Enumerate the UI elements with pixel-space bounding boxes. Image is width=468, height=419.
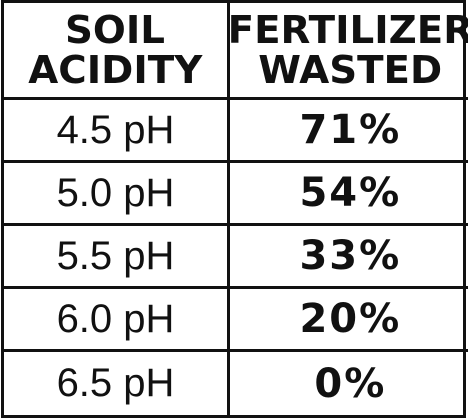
row-4-wasted: 20% — [230, 289, 468, 352]
header-fertilizer-wasted-line2: WASTED — [258, 48, 443, 92]
header-fertilizer-wasted: FERTILIZER WASTED — [227, 3, 468, 100]
row-1-acidity: 4.5 pH — [4, 100, 230, 163]
header-soil-acidity-line1: SOIL — [65, 8, 166, 52]
row-1-wasted: 71% — [230, 100, 468, 163]
row-5-acidity: 6.5 pH — [4, 352, 230, 415]
header-soil-acidity: SOIL ACIDITY — [4, 3, 230, 100]
row-5-wasted: 0% — [314, 360, 387, 407]
header-soil-acidity-line2: ACIDITY — [28, 48, 203, 92]
row-4-acidity: 6.0 pH — [4, 289, 230, 352]
row-3-acidity: 5.5 pH — [4, 226, 230, 289]
row-3-wasted: 33% — [230, 226, 468, 289]
header-fertilizer-wasted-line1: FERTILIZER — [227, 8, 468, 52]
row-2-acidity: 5.0 pH — [4, 163, 230, 226]
row-2-wasted: 54% — [230, 163, 468, 226]
